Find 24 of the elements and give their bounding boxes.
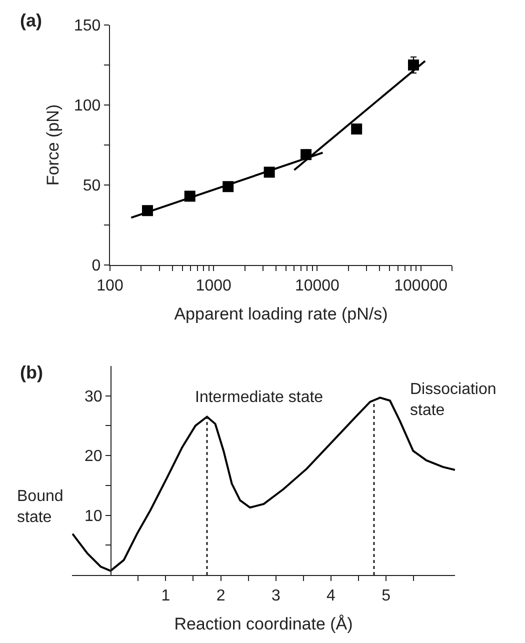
y-tick-label: 100 xyxy=(74,98,101,115)
y-tick-label: 0 xyxy=(92,258,101,275)
y-tick-label: 20 xyxy=(84,448,102,466)
x-tick-label: 5 xyxy=(382,587,391,604)
annotation: Dissociation state xyxy=(410,381,496,419)
y-tick-label: 30 xyxy=(84,388,102,406)
annotation: Intermediate state xyxy=(195,389,324,406)
y-axis-title: Force (pN) xyxy=(44,104,63,186)
x-tick-label: 3 xyxy=(271,587,280,604)
x-tick-label: 1 xyxy=(161,587,170,604)
chart-title: (b) xyxy=(20,362,43,383)
y-tick-label: 150 xyxy=(74,18,101,35)
chart-title: (a) xyxy=(20,10,42,31)
text: Bound state xyxy=(17,488,64,526)
x-tick-label: 10000 xyxy=(294,277,340,294)
y-tick-label: 10 xyxy=(84,508,102,525)
x-tick-label: 100000 xyxy=(394,277,448,294)
y-tick-label: 50 xyxy=(82,178,101,195)
x-tick-label: 1000 xyxy=(196,277,232,294)
x-tick-label: 4 xyxy=(326,587,336,604)
x-axis-title: Apparent loading rate (pN/s) xyxy=(174,304,388,324)
x-tick-label: 100 xyxy=(96,277,124,294)
x-tick-label: 2 xyxy=(216,587,226,604)
x-axis-title: Reaction coordinate (Å) xyxy=(174,614,353,634)
